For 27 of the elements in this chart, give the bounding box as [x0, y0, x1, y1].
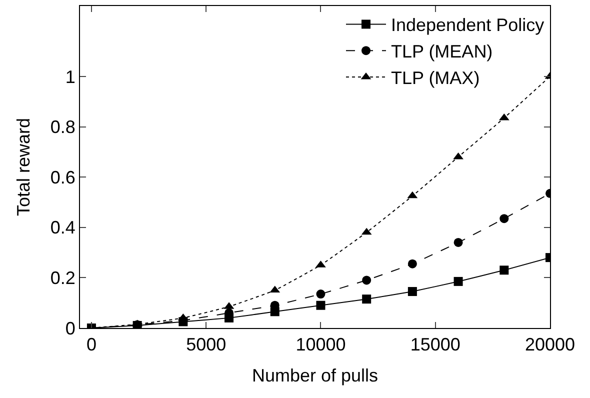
legend-label: TLP (MEAN)	[391, 42, 493, 62]
y-tick-label: 1	[65, 66, 76, 87]
y-tick-label: 0.2	[50, 268, 76, 288]
x-tick-label: 10000	[296, 334, 346, 355]
legend-label: TLP (MAX)	[391, 68, 480, 88]
point	[500, 266, 509, 275]
x-axis-title: Number of pulls	[252, 366, 378, 386]
x-tick-label: 20000	[524, 334, 576, 355]
y-tick-label: 0.4	[50, 218, 76, 238]
point	[408, 259, 417, 268]
legend-label: Independent Policy	[391, 15, 544, 36]
point	[316, 300, 326, 310]
point	[316, 290, 326, 299]
point	[362, 276, 372, 285]
y-tick-label: 0.6	[50, 167, 76, 188]
x-tick-label: 0	[86, 334, 96, 355]
y-tick-label: 0.8	[50, 117, 76, 138]
y-axis-title: Total reward	[14, 118, 34, 216]
point	[362, 294, 372, 304]
point	[453, 152, 464, 160]
point	[454, 276, 463, 286]
x-tick-label: 5000	[186, 334, 226, 355]
point	[408, 287, 417, 296]
y-tick-label: 0	[65, 318, 76, 338]
x-tick-label: 15000	[410, 334, 460, 355]
point	[500, 214, 509, 224]
point	[454, 238, 463, 247]
